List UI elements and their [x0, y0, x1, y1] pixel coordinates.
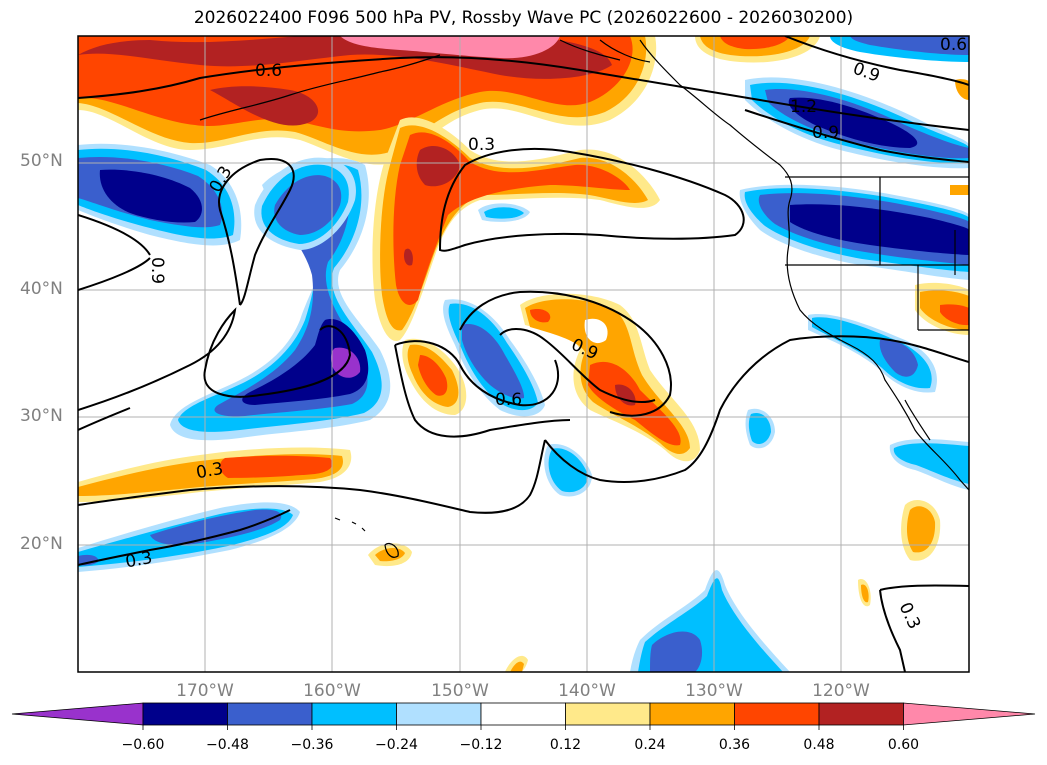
colorbar-tick-label: −0.12: [459, 737, 503, 753]
pv-negative-region: [484, 207, 524, 219]
pv-negative-region: [748, 412, 771, 444]
colorbar-bin: [227, 702, 313, 726]
colorbar-bin: [11, 702, 144, 726]
colorbar-tick-label: −0.48: [206, 737, 249, 753]
colorbar-bin: [565, 702, 651, 726]
pv-negative-region: [78, 509, 282, 566]
colorbar-tick-label: 0.60: [887, 737, 920, 753]
pv-positive-region: [220, 455, 333, 478]
pv-positive-region: [861, 584, 869, 603]
pv-positive-region: [720, 36, 790, 50]
pv-negative-region: [548, 448, 588, 493]
colorbar-tick-label: 0.12: [549, 737, 582, 753]
coastlines: [199, 39, 969, 558]
contour-label: 0.6: [255, 61, 282, 81]
lon-label: 140°W: [558, 681, 616, 701]
lon-label: 150°W: [431, 681, 489, 701]
lon-label: 130°W: [685, 681, 743, 701]
pv-positive-region: [530, 309, 681, 446]
pv-positive-region: [950, 185, 969, 195]
pv-negative-region: [330, 347, 361, 378]
colorbar-bin: [311, 702, 397, 726]
colorbar-tick-label: 0.48: [803, 737, 835, 753]
contour-label: 0.6: [940, 35, 967, 55]
pv-negative-region: [650, 631, 703, 672]
colorbar-bin: [142, 702, 228, 726]
pv-negative-region: [462, 324, 525, 399]
colorbar-tick-label: 0.36: [718, 737, 751, 753]
pv-negative-region: [99, 169, 202, 223]
contour-label: 0.3: [468, 135, 495, 155]
lat-label: 30°N: [20, 406, 63, 426]
colorbar-tick-label: −0.36: [290, 737, 334, 753]
colorbar-bin: [818, 702, 904, 726]
pv-positive-region: [418, 355, 448, 396]
pv-positive-region: [906, 506, 936, 553]
pv-positive-region: [940, 304, 969, 326]
contour-label: 0.9: [812, 123, 839, 143]
pv-positive-region: [510, 661, 524, 672]
colorbar-tick-label: −0.60: [121, 737, 165, 753]
colorbar-bin: [649, 702, 735, 726]
contour-label: 0.3: [195, 459, 225, 483]
contour-label: 0.6: [495, 390, 522, 410]
lat-label: 40°N: [20, 279, 63, 299]
lat-label: 20°N: [20, 534, 63, 554]
pv-negative-region: [879, 339, 918, 377]
pv-neutral-region: [584, 318, 608, 344]
contour-label: 0.9: [850, 59, 882, 87]
pv-negative-region: [850, 36, 969, 55]
pv-negative-region: [893, 443, 969, 484]
colorbar-bin: [734, 702, 820, 726]
colorbar-bin: [480, 702, 566, 726]
contour-label: 0.9: [147, 257, 167, 284]
lon-label: 170°W: [176, 681, 234, 701]
colorbar-bin: [396, 702, 482, 726]
contour-label: 0.3: [124, 548, 154, 572]
lon-label: 160°W: [303, 681, 361, 701]
colorbar-tick-label: −0.24: [375, 737, 418, 753]
lat-label: 50°N: [20, 151, 63, 171]
contour-label: 0.3: [895, 599, 925, 632]
map-title: 2026022400 F096 500 hPa PV, Rossby Wave …: [193, 8, 854, 28]
map-frame: [77, 35, 970, 673]
pv-contours: [78, 36, 969, 672]
colorbar: [11, 702, 1036, 730]
colorbar-tick-label: 0.24: [634, 737, 666, 753]
pv-positive-region: [340, 36, 560, 59]
contour-label: 1.2: [790, 97, 817, 117]
lon-label: 120°W: [812, 681, 870, 701]
colorbar-bin: [903, 702, 1036, 726]
pv-positive-region: [403, 145, 460, 266]
gridlines: [78, 36, 969, 672]
